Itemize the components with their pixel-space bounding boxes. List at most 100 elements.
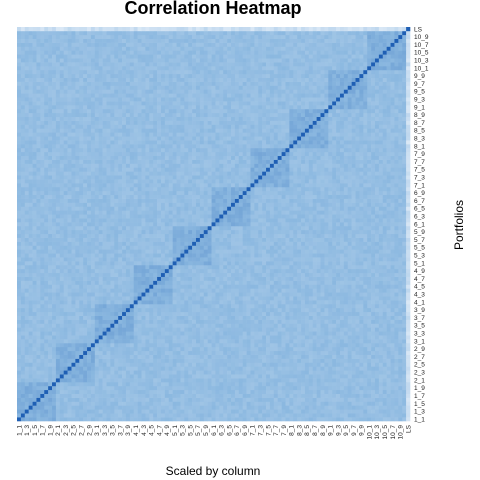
heatmap-cell xyxy=(324,257,329,262)
heatmap-cell xyxy=(102,335,107,340)
heatmap-cell xyxy=(44,284,49,289)
heatmap-cell xyxy=(211,323,216,328)
heatmap-cell xyxy=(71,381,76,387)
heatmap-cell xyxy=(40,237,45,242)
heatmap-cell xyxy=(118,229,123,235)
heatmap-cell xyxy=(149,393,154,398)
heatmap-cell xyxy=(332,374,337,379)
heatmap-cell xyxy=(122,342,127,348)
heatmap-cell xyxy=(188,245,193,250)
heatmap-cell xyxy=(371,323,376,328)
heatmap-cell xyxy=(234,339,240,344)
heatmap-cell xyxy=(402,241,407,246)
heatmap-cell xyxy=(363,370,368,375)
heatmap-cell xyxy=(262,284,267,289)
heatmap-cell xyxy=(231,409,236,414)
heatmap-cell xyxy=(122,385,127,391)
heatmap-cell xyxy=(106,233,111,238)
heatmap-cell xyxy=(339,233,345,238)
heatmap-cell xyxy=(339,366,345,371)
heatmap-cell xyxy=(114,393,119,398)
heatmap-cell xyxy=(133,288,138,293)
heatmap-cell xyxy=(40,331,45,336)
heatmap-cell xyxy=(52,385,57,391)
heatmap-cell xyxy=(219,284,224,289)
heatmap-cell xyxy=(211,261,216,266)
heatmap-cell xyxy=(316,280,321,285)
heatmap-cell xyxy=(137,288,142,293)
heatmap-cell xyxy=(180,378,185,383)
heatmap-cell xyxy=(172,237,177,242)
heatmap-cell xyxy=(55,300,61,305)
heatmap-cell xyxy=(55,405,61,410)
heatmap-cell xyxy=(48,292,53,297)
heatmap-cell xyxy=(125,370,131,375)
heatmap-cell xyxy=(223,272,228,277)
heatmap-cell xyxy=(71,253,76,258)
heatmap-cell xyxy=(359,385,364,391)
heatmap-cell xyxy=(367,249,372,254)
heatmap-cell xyxy=(339,241,345,246)
heatmap-cell xyxy=(293,276,298,281)
heatmap-cell xyxy=(157,288,162,293)
heatmap-cell xyxy=(293,253,298,258)
heatmap-cell xyxy=(312,319,317,324)
heatmap-cell xyxy=(48,409,53,414)
heatmap-cell xyxy=(215,280,220,285)
heatmap-cell xyxy=(44,300,49,305)
heatmap-cell xyxy=(371,339,376,344)
heatmap-cell xyxy=(398,358,403,363)
heatmap-cell xyxy=(374,311,380,316)
heatmap-cell xyxy=(351,339,356,344)
heatmap-cell xyxy=(320,280,325,285)
heatmap-cell xyxy=(102,276,107,281)
heatmap-cell xyxy=(36,381,41,387)
heatmap-cell xyxy=(192,268,197,274)
heatmap-cell xyxy=(382,253,387,258)
heatmap-cell xyxy=(371,346,376,352)
heatmap-cell xyxy=(371,409,376,414)
heatmap-cell xyxy=(157,413,162,418)
heatmap-cell xyxy=(106,323,111,328)
heatmap-cell xyxy=(394,366,399,371)
heatmap-cell xyxy=(149,374,154,379)
heatmap-cell xyxy=(324,229,329,235)
heatmap-cell xyxy=(219,245,224,250)
heatmap-cell xyxy=(339,401,345,406)
heatmap-cell xyxy=(231,417,236,422)
heatmap-cell xyxy=(382,378,387,383)
heatmap-cell xyxy=(359,335,364,340)
heatmap-cell xyxy=(168,245,173,250)
heatmap-cell xyxy=(238,268,243,274)
heatmap-cell xyxy=(328,417,333,422)
heatmap-cell xyxy=(164,241,170,246)
heatmap-cell xyxy=(215,319,220,324)
heatmap-cell xyxy=(398,253,403,258)
heatmap-cell xyxy=(160,354,166,359)
heatmap-cell xyxy=(312,413,317,418)
heatmap-cell xyxy=(378,401,384,406)
heatmap-cell xyxy=(293,327,298,332)
heatmap-cell xyxy=(378,249,384,254)
heatmap-cell xyxy=(106,389,111,394)
heatmap-cell xyxy=(129,354,135,359)
heatmap-cell xyxy=(157,307,162,313)
heatmap-cell xyxy=(176,327,181,332)
heatmap-cell xyxy=(71,378,76,383)
heatmap-cell xyxy=(195,253,201,258)
heatmap-cell xyxy=(32,362,37,367)
heatmap-cell xyxy=(355,233,360,238)
heatmap-cell xyxy=(168,296,173,301)
heatmap-cell xyxy=(258,233,263,238)
heatmap-cell xyxy=(343,307,349,313)
heatmap-cell xyxy=(180,362,185,367)
heatmap-cell xyxy=(355,300,360,305)
heatmap-cell xyxy=(359,264,364,270)
heatmap-cell xyxy=(316,241,321,246)
heatmap-cell xyxy=(87,385,92,391)
heatmap-cell xyxy=(293,331,298,336)
heatmap-cell xyxy=(180,331,185,336)
heatmap-cell xyxy=(262,405,267,410)
heatmap-cell xyxy=(164,409,170,414)
heatmap-cell xyxy=(269,319,275,324)
